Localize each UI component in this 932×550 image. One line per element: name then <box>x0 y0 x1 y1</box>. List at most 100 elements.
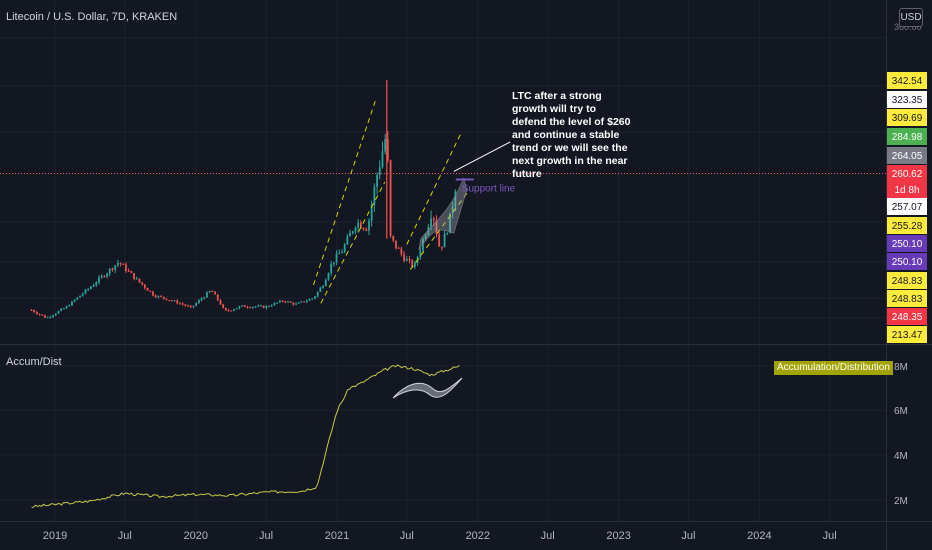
candle-body <box>322 286 324 288</box>
candle-body <box>152 291 154 296</box>
candle-body <box>176 300 179 304</box>
candle-body <box>265 305 268 308</box>
candle-body <box>430 218 432 227</box>
candle-body <box>98 277 100 283</box>
ad-y-tick: 6M <box>894 406 908 417</box>
candle-body <box>316 291 319 297</box>
price-label: 257.07 <box>892 202 923 213</box>
candle-body <box>343 244 346 252</box>
candle-body <box>257 305 260 307</box>
candle-body <box>84 289 87 294</box>
candle-body <box>76 297 79 300</box>
candle-body <box>446 233 449 235</box>
candle-body <box>195 303 198 306</box>
price-label: 264.05 <box>892 151 923 162</box>
channel-line[interactable] <box>320 181 386 304</box>
price-label: 260.62 <box>892 169 923 180</box>
candle-body <box>108 268 111 274</box>
price-label-badge <box>887 235 927 252</box>
note-arrow[interactable] <box>453 141 511 172</box>
x-tick-label: Jul <box>823 530 837 542</box>
candle-body <box>127 270 130 272</box>
candle-body <box>62 308 65 310</box>
price-label-badge <box>887 147 927 164</box>
candle-body <box>432 218 435 221</box>
candle-body <box>311 298 314 300</box>
price-label: 323.35 <box>892 95 923 106</box>
candle-body <box>370 205 373 221</box>
candle-body <box>203 297 206 299</box>
candle-body <box>52 315 54 317</box>
candle-body <box>122 264 125 266</box>
candle-body <box>68 305 71 307</box>
candle-body <box>216 294 219 301</box>
price-label-badge <box>887 181 927 198</box>
candle-body <box>133 273 135 280</box>
candle-body <box>35 312 38 314</box>
candle-body <box>324 279 327 287</box>
x-tick-label: Jul <box>541 530 555 542</box>
candle-body <box>422 239 424 251</box>
candle-body <box>341 251 343 254</box>
candle-body <box>278 300 281 303</box>
price-label: 284.98 <box>892 132 923 143</box>
candle-body <box>454 191 457 207</box>
currency-button[interactable]: USD <box>899 8 923 27</box>
ad-projection-shape[interactable] <box>392 377 463 399</box>
candle-body <box>73 299 76 302</box>
candle-body <box>192 305 195 307</box>
candle-body <box>251 306 254 308</box>
candle-body <box>103 275 106 277</box>
price-label-badge <box>887 272 927 289</box>
top-scale-value: 360.00 <box>894 22 922 32</box>
ad-y-tick: 2M <box>894 496 908 507</box>
candle-body <box>389 160 392 236</box>
candle-body <box>241 305 243 307</box>
candle-body <box>54 313 57 316</box>
candle-body <box>181 303 184 305</box>
channel-line[interactable] <box>409 189 470 270</box>
candle-body <box>168 300 171 302</box>
candle-body <box>243 305 246 307</box>
candle-body <box>408 258 411 261</box>
channel-line[interactable] <box>312 101 376 286</box>
candle-body <box>362 228 365 230</box>
candle-body <box>395 240 397 248</box>
channel-line[interactable] <box>406 131 463 245</box>
x-tick-label: Jul <box>118 530 132 542</box>
pane-divider[interactable] <box>0 344 932 345</box>
candle-body <box>273 303 276 306</box>
projection-shape[interactable] <box>418 177 468 251</box>
candle-body <box>413 262 416 267</box>
candle-body <box>386 139 389 161</box>
candle-body <box>154 295 157 298</box>
candle-body <box>219 300 222 305</box>
candle-body <box>89 286 92 289</box>
candle-body <box>173 300 176 302</box>
price-label-badge <box>887 128 927 145</box>
candle-body <box>33 310 36 313</box>
candle-body <box>335 253 338 263</box>
x-tick-label: 2020 <box>184 530 208 542</box>
note-line: defend the level of $260 <box>512 116 631 128</box>
candle-body <box>332 262 335 264</box>
candle-body <box>346 236 349 245</box>
candle-body <box>222 304 225 308</box>
candle-body <box>160 295 162 297</box>
candle-body <box>449 213 451 234</box>
candle-body <box>384 139 387 152</box>
candle-body <box>130 271 133 274</box>
candle-body <box>427 226 430 235</box>
candle-body <box>60 308 63 312</box>
candle-body <box>262 305 265 308</box>
note-line: growth will try to <box>512 103 596 115</box>
candle-body <box>376 174 378 187</box>
ad-series-line[interactable] <box>31 364 460 508</box>
candle-body <box>424 234 427 240</box>
price-label-badge <box>887 308 927 325</box>
price-label-badge <box>887 165 927 182</box>
candle-body <box>149 290 152 292</box>
price-label-badge <box>887 198 927 215</box>
candle-body <box>230 310 233 312</box>
